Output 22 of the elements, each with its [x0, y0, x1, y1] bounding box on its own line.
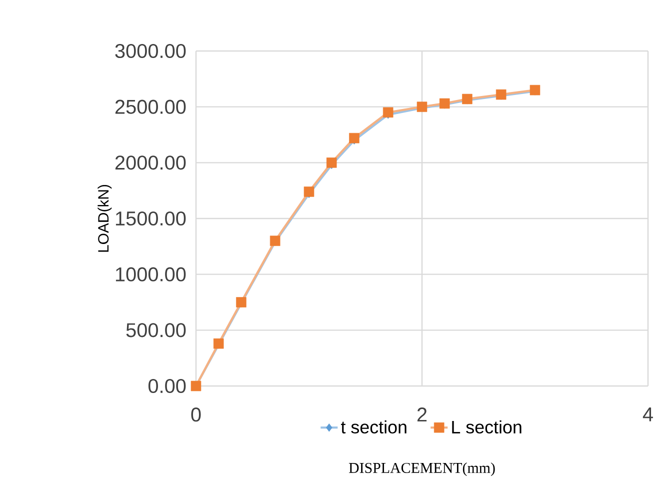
point: [304, 186, 314, 197]
point: [213, 338, 224, 349]
point: [496, 89, 506, 100]
y-axis-title: LOAD(kN): [98, 184, 112, 252]
y-tick-label: 0.00: [148, 378, 186, 394]
y-tick-label: 1500.00: [116, 211, 186, 226]
y-tick-label: 3000.00: [115, 44, 186, 58]
point: [326, 158, 337, 168]
legend-label: L section: [452, 420, 522, 434]
point: [349, 132, 360, 144]
point: [382, 107, 394, 118]
x-tick-label: 0: [191, 408, 201, 422]
point: [462, 94, 472, 104]
legend-label: t section: [340, 420, 406, 434]
point: [530, 84, 540, 96]
x-axis-title: DISPLACEMENT(mm): [348, 462, 495, 476]
y-tick-label: 2000.00: [115, 156, 186, 170]
y-tick-label: 2500.00: [115, 100, 186, 114]
y-tick-label: 500.00: [126, 323, 186, 338]
x-tick-label: 4: [642, 408, 653, 422]
x-tick-label: 2: [417, 408, 427, 422]
y-tick-label: 1000.00: [116, 267, 186, 282]
